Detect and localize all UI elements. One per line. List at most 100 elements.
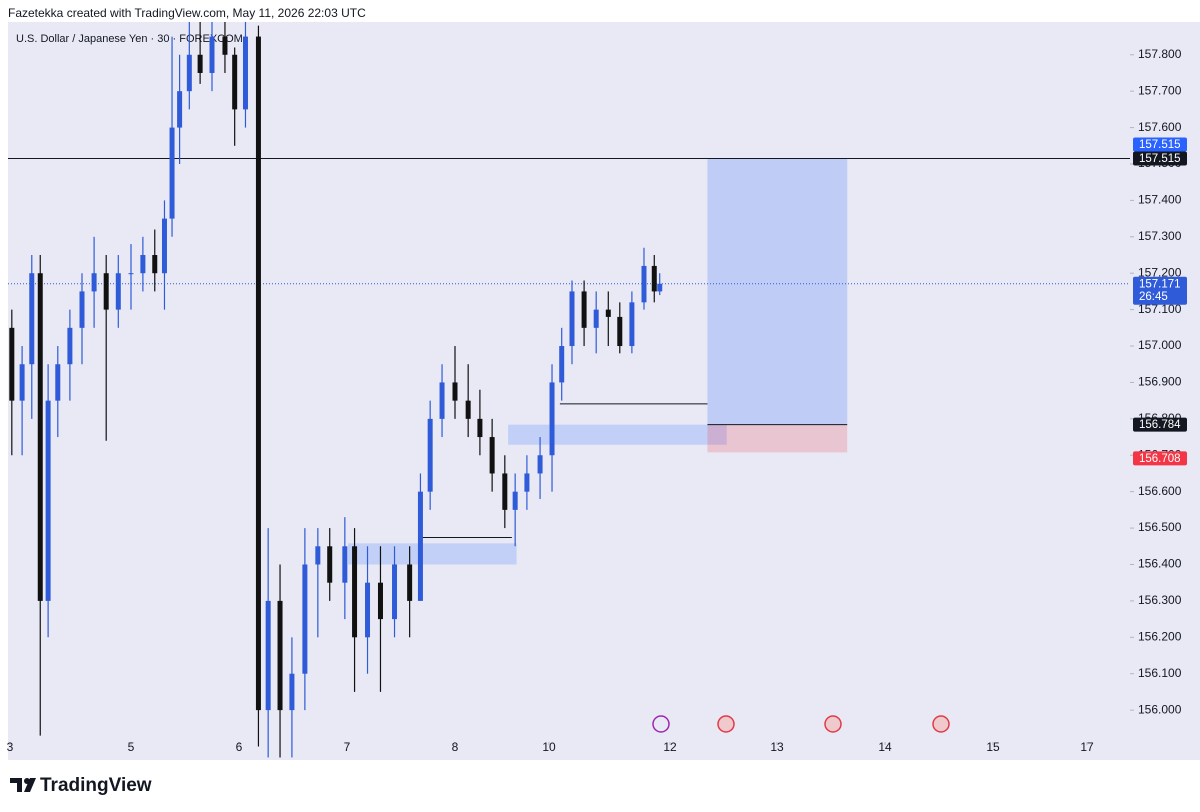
candle-body — [342, 546, 348, 583]
candle-body — [593, 309, 599, 328]
last-price-bg — [1133, 276, 1187, 305]
candle-body — [352, 546, 358, 638]
fvg-zone — [508, 424, 727, 445]
x-tick-label: 15 — [986, 740, 1000, 754]
candle-body — [169, 127, 175, 219]
candle-body — [29, 273, 35, 365]
attribution: Fazetekka created with TradingView.com, … — [8, 6, 366, 20]
candle-body — [128, 273, 134, 275]
candle-body — [365, 582, 371, 638]
candle-body — [103, 273, 109, 310]
candle-body — [407, 564, 413, 601]
candle-body — [477, 418, 483, 438]
x-tick-label: 5 — [128, 740, 135, 754]
brand: TradingView — [40, 775, 152, 796]
y-tick-label: 156.900 — [1138, 375, 1182, 389]
candle-body — [37, 273, 43, 601]
target-tag-bg — [1133, 137, 1187, 152]
y-tick-label: 157.600 — [1138, 120, 1182, 134]
logo-icon — [10, 778, 36, 792]
candle-body — [657, 283, 663, 292]
logo-dot — [24, 778, 30, 784]
event-icon — [824, 715, 842, 733]
candle-body — [417, 491, 423, 601]
entry-tag-bg — [1133, 417, 1187, 432]
candle-body — [277, 600, 283, 711]
y-tick-label: 157.800 — [1138, 47, 1182, 61]
y-tick-label: 157.300 — [1138, 229, 1182, 243]
candle-body — [9, 327, 15, 401]
event-icon — [932, 715, 950, 733]
candle-body — [45, 400, 51, 601]
candle-body — [265, 600, 271, 711]
candle-body — [327, 546, 333, 583]
candle-body — [177, 91, 183, 128]
candle-body — [302, 564, 308, 674]
target-zone — [707, 158, 848, 425]
countdown: 26:45 — [1139, 291, 1168, 303]
candle-body — [489, 437, 495, 474]
candle-body — [140, 255, 146, 274]
y-tick-label: 156.000 — [1138, 702, 1182, 716]
candle-body — [641, 265, 647, 303]
target-tag: 157.515 — [1139, 139, 1181, 151]
stop-tag-bg — [1133, 451, 1187, 466]
candle-body — [315, 546, 321, 565]
candle-body — [559, 346, 565, 383]
plot-area — [8, 22, 1130, 758]
y-tick-label: 157.400 — [1138, 193, 1182, 207]
candle-body — [255, 36, 261, 711]
candle-body — [19, 364, 25, 401]
event-icons — [652, 715, 950, 733]
y-tick-label: 157.700 — [1138, 83, 1182, 97]
candle-body — [79, 291, 85, 328]
symbol-title: U.S. Dollar / Japanese Yen · 30 · FOREXC… — [16, 33, 243, 45]
candle-body — [537, 455, 543, 474]
candle-body — [549, 382, 555, 456]
candle-body — [91, 273, 97, 292]
candle-body — [222, 36, 228, 55]
x-tick-label: 8 — [452, 740, 459, 754]
stop-tag: 156.708 — [1139, 453, 1181, 465]
y-tick-label: 156.300 — [1138, 593, 1182, 607]
y-tick-label: 157.000 — [1138, 338, 1182, 352]
x-tick-label: 3 — [7, 740, 14, 754]
hline-tag: 157.515 — [1139, 153, 1181, 165]
candle-body — [242, 36, 248, 110]
candle-body — [392, 564, 398, 620]
candle-body — [55, 364, 61, 401]
candle-body — [232, 54, 238, 110]
candle-body — [427, 418, 433, 492]
entry-tag: 156.784 — [1139, 419, 1181, 431]
y-tick-label: 156.600 — [1138, 484, 1182, 498]
y-tick-label: 156.200 — [1138, 629, 1182, 643]
y-tick-label: 156.500 — [1138, 520, 1182, 534]
hline-tag-bg — [1133, 151, 1187, 166]
last-price-tag: 157.171 — [1139, 278, 1181, 290]
y-tick-label: 157.200 — [1138, 265, 1182, 279]
candle-body — [569, 291, 575, 347]
candle-body — [152, 255, 158, 274]
y-tick-label: 156.100 — [1138, 666, 1182, 680]
candle-body — [186, 54, 192, 92]
x-tick-label: 6 — [236, 740, 243, 754]
candle-body — [629, 302, 635, 347]
stop-zone — [707, 424, 848, 453]
event-icon — [652, 715, 670, 733]
candle-body — [377, 582, 383, 620]
candle-body — [439, 382, 445, 419]
x-tick-label: 14 — [878, 740, 892, 754]
fvg-zone — [348, 543, 517, 565]
candle-body — [465, 400, 471, 419]
candle-body — [209, 36, 215, 73]
event-icon — [717, 715, 735, 733]
candle-body — [115, 273, 121, 310]
candle-body — [67, 327, 73, 365]
candle-body — [197, 54, 203, 73]
candle-body — [581, 291, 587, 328]
y-tick-label: 156.400 — [1138, 557, 1182, 571]
x-tick-label: 7 — [344, 740, 351, 754]
plot-background — [8, 22, 1200, 760]
candle-body — [502, 473, 508, 510]
